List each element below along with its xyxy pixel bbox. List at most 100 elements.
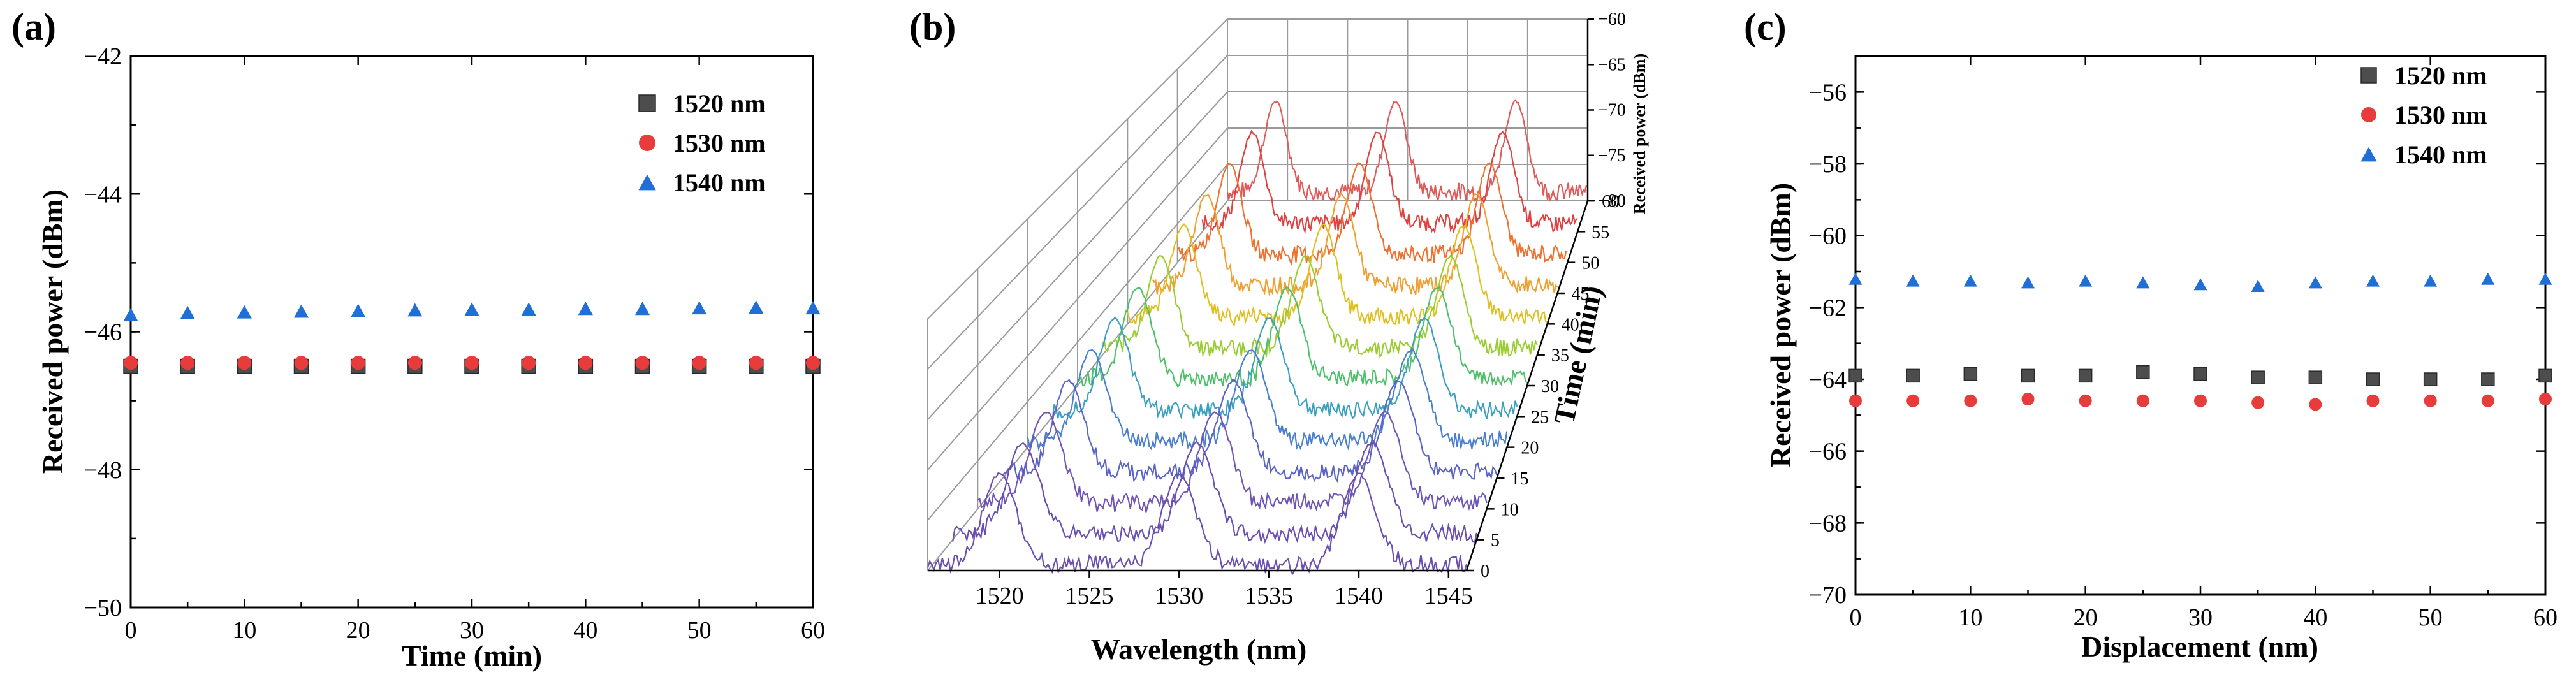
spectrum-trace-t25 [1051,316,1518,420]
data-point-1540-nm [1963,274,1977,287]
y-tick-label: −46 [84,319,122,346]
time-tick-label: 55 [1592,222,1609,242]
panel-b-spectra [926,99,1588,576]
legend-marker-1530-nm [2361,107,2376,122]
x-tick-label: 20 [346,617,370,644]
y-tick-label: −44 [84,181,122,208]
data-point-1530-nm [2366,394,2380,407]
time-tick-label: 35 [1551,346,1569,366]
data-point-1520-nm [2308,370,2323,384]
y-tick-label: −70 [1809,582,1847,609]
data-point-1540-nm [749,300,764,314]
wavelength-tick-label: 1545 [1424,583,1473,609]
spectrum-trace-t45 [1152,193,1558,296]
panel-c-label: (c) [1744,6,1787,48]
panel-a-x-ticks: 0 10 20 30 40 50 60 [125,56,825,644]
wavelength-tick-label: 1535 [1245,583,1293,609]
data-point-1530-nm [2251,396,2265,409]
legend-marker-1540-nm [2360,147,2377,162]
y-tick-label: −66 [1809,439,1847,465]
spectrum-trace-t60 [1226,99,1588,203]
data-point-1530-nm [237,356,252,370]
data-point-1540-nm [805,301,821,315]
spectrum-trace-t10 [977,411,1488,513]
data-point-1520-nm [2538,368,2552,383]
data-point-1530-nm [1906,394,1920,407]
data-point-1530-nm [2021,392,2035,405]
legend-label: 1540 nm [673,168,766,197]
x-tick-label: 50 [2419,604,2443,631]
time-tick-label: 15 [1511,469,1529,489]
data-point-1540-nm [237,305,252,319]
data-point-1520-nm [1848,368,1862,383]
y-tick-label: −64 [1809,367,1847,393]
y-tick-label: −50 [84,595,122,622]
legend-marker-1530-nm [639,135,655,151]
y-tick-label: −58 [1809,151,1847,178]
data-point-1520-nm [2136,365,2150,379]
data-point-1530-nm [294,356,309,370]
panel-c-x-axis-title: Displacement (nm) [2081,630,2318,663]
spectrum-trace-t40 [1127,223,1548,328]
panel-b-power-ticks: −80 −75 −70 −65 −60 [1586,10,1626,211]
legend-label: 1530 nm [673,129,766,157]
spectrum-trace-t5 [952,440,1477,544]
panel-c-y-ticks: −70 −68 −66 −64 −62 −60 −58 −56 [1809,55,2545,609]
data-point-1520-nm [1906,368,1920,383]
x-tick-label: 0 [1850,604,1862,631]
data-point-1530-nm [351,356,365,370]
legend-marker-1520-nm [2360,67,2377,84]
y-tick-label: −60 [1809,223,1847,250]
data-point-1540-nm [2193,278,2207,291]
panel-a-x-axis-title: Time (min) [402,639,542,672]
panel-c: (c) −70 −68 −66 −64 −62 −60 −58 −56 0 10 20 30 40 50… [1744,6,2558,663]
x-tick-label: 30 [460,617,484,644]
data-point-1540-nm [407,303,423,317]
spectrum-trace-t50 [1177,162,1568,266]
data-point-1540-nm [180,305,195,319]
wavelength-tick-label: 1525 [1065,583,1114,609]
time-tick-label: 25 [1531,407,1549,427]
panel-b-wavelength-ticks: 1520 1525 1530 1535 1540 1545 [928,569,1473,609]
x-tick-label: 0 [125,617,137,644]
x-tick-label: 60 [2533,604,2558,631]
legend-marker-1520-nm [638,94,656,112]
power-tick-label: −65 [1598,55,1626,75]
data-point-1540-nm [2366,274,2380,287]
x-tick-label: 60 [801,617,825,644]
wavelength-tick-label: 1530 [1155,583,1203,609]
spectrum-trace-t20 [1027,347,1508,452]
data-point-1530-nm [124,356,138,370]
spectrum-trace-t55 [1201,129,1578,235]
x-tick-label: 20 [2074,604,2098,631]
panel-b-power-axis-title: Received power (dBm) [1630,54,1649,214]
box-outline [927,18,1588,571]
data-point-1520-nm [1963,367,1978,381]
data-point-1540-nm [2136,276,2150,289]
x-tick-label: 30 [2188,604,2213,631]
data-point-1540-nm [578,302,593,316]
data-point-1530-nm [1964,394,1977,407]
spectrum-trace-t30 [1077,286,1528,388]
x-tick-label: 40 [2303,604,2327,631]
data-point-1540-nm [2538,272,2552,285]
panel-a: (a) −50 −48 −46 −44 −42 0 10 20 30 40 50 60 1520 n… [11,6,825,672]
time-tick-label: 45 [1572,284,1590,304]
data-point-1540-nm [2308,276,2322,289]
data-point-1520-nm [2481,372,2495,386]
panel-b-label: (b) [909,6,956,48]
panel-b: (b) 1520 1525 1530 1535 1540 1545 05101520253… [909,6,1649,666]
data-point-1520-nm [2021,368,2035,383]
data-point-1530-nm [749,356,763,370]
y-tick-label: −48 [84,457,122,484]
panel-a-legend: 1520 nm 1530 nm 1540 nm [638,89,766,197]
legend-label: 1540 nm [2394,140,2487,169]
data-point-1540-nm [2079,274,2093,287]
panel-a-label: (a) [11,6,56,48]
data-point-1530-nm [407,356,422,370]
power-tick-label: −80 [1598,191,1626,211]
y-tick-label: −68 [1809,510,1847,537]
data-point-1530-nm [180,356,195,370]
data-point-1530-nm [2194,394,2207,407]
